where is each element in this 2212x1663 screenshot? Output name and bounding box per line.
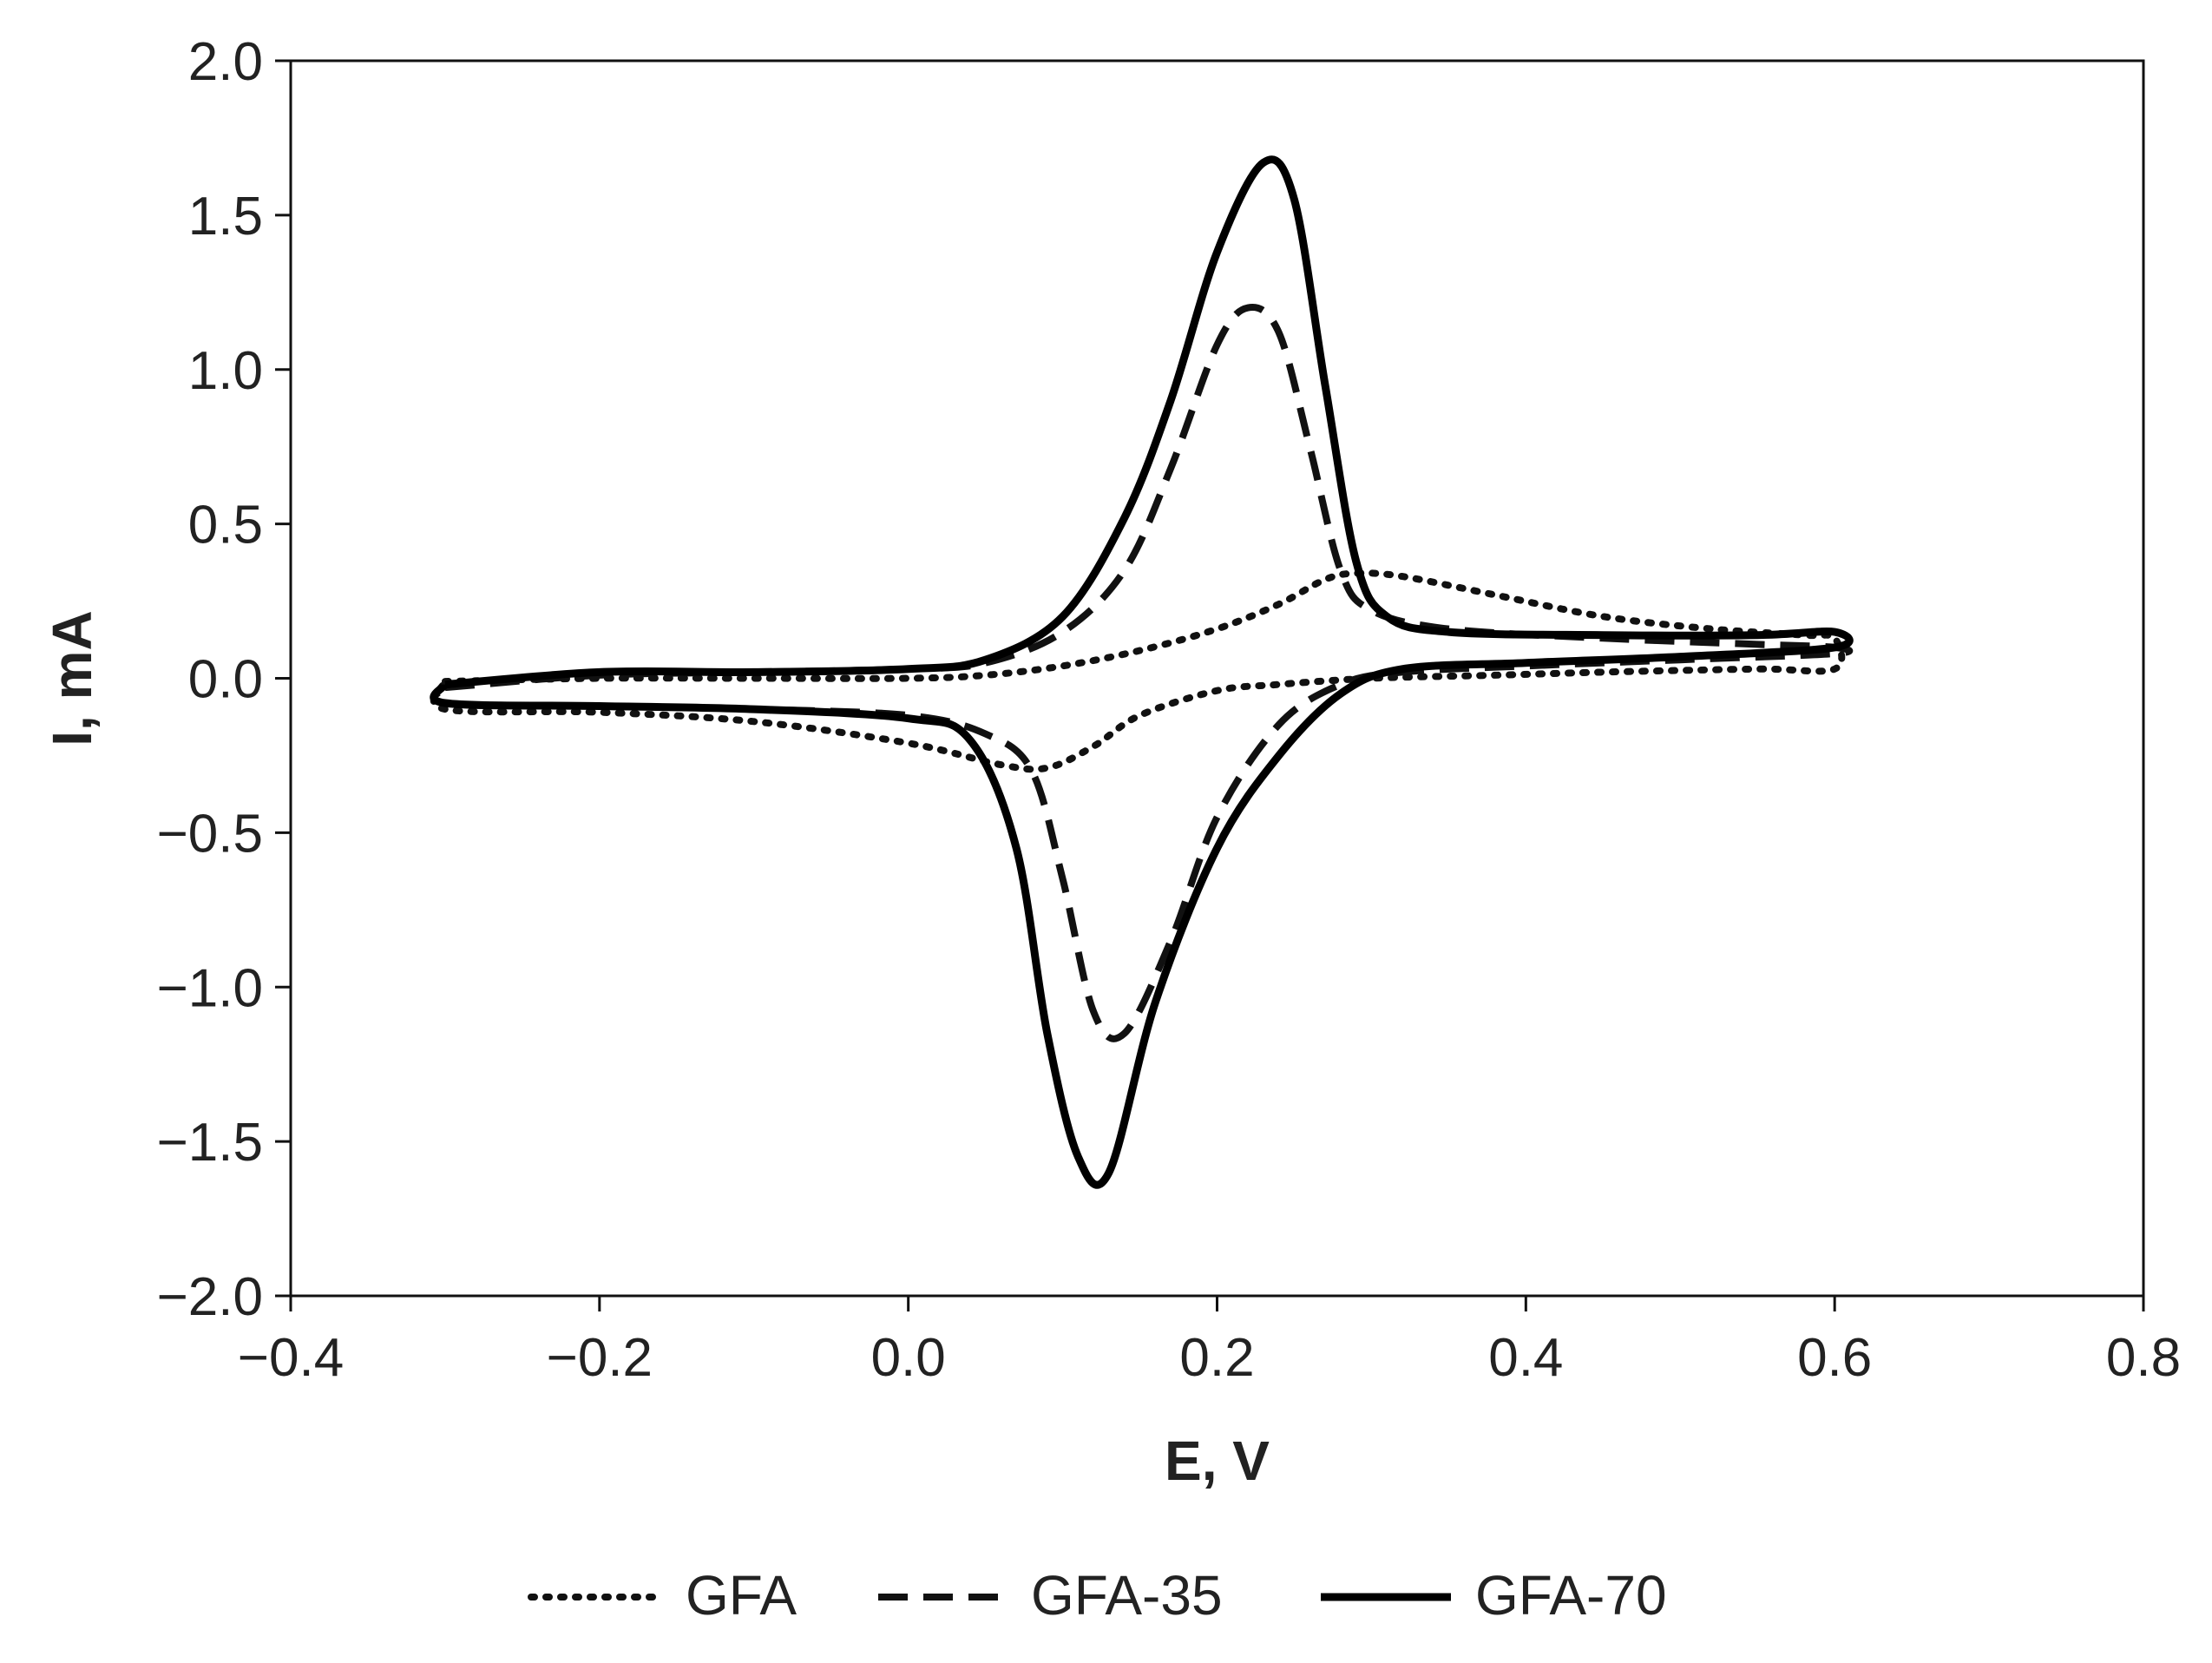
series-line-gfa-35 xyxy=(430,304,1854,1042)
y-axis-title: I, mA xyxy=(41,610,103,746)
y-tick-label: 1.5 xyxy=(188,187,263,246)
legend-label-gfa-70: GFA-70 xyxy=(1475,1564,1667,1627)
y-tick-label: 2.0 xyxy=(188,32,263,92)
y-tick-label: 1.0 xyxy=(188,341,263,401)
series-line-gfa xyxy=(430,569,1846,773)
x-tick-label: −0.2 xyxy=(547,1328,653,1388)
y-tick-label: −1.0 xyxy=(157,958,263,1018)
y-tick-label: −2.0 xyxy=(157,1267,263,1327)
y-tick-label: 0.0 xyxy=(188,650,263,710)
y-tick-label: −1.5 xyxy=(157,1113,263,1173)
y-axis-ticks: 2.0 1.5 1.0 0.5 0.0 −0.5 −1.0 −1.5 −2.0 xyxy=(157,32,291,1327)
x-tick-label: 0.2 xyxy=(1179,1328,1254,1388)
legend: GFA GFA-35 GFA-70 xyxy=(528,1564,1667,1627)
x-tick-label: 0.4 xyxy=(1488,1328,1563,1388)
x-axis-title: E, V xyxy=(1165,1430,1270,1492)
series-line-gfa-70 xyxy=(430,155,1854,1189)
series-layer xyxy=(430,155,1854,1189)
x-tick-label: 0.0 xyxy=(871,1328,946,1388)
x-tick-label: 0.6 xyxy=(1797,1328,1872,1388)
x-tick-label: 0.8 xyxy=(2106,1328,2181,1388)
legend-label-gfa-35: GFA-35 xyxy=(1031,1564,1223,1627)
x-tick-label: −0.4 xyxy=(238,1328,344,1388)
y-tick-label: −0.5 xyxy=(157,804,263,864)
x-axis-ticks: −0.4 −0.2 0.0 0.2 0.4 0.6 0.8 xyxy=(238,1296,2181,1388)
y-tick-label: 0.5 xyxy=(188,496,263,555)
legend-label-gfa: GFA xyxy=(686,1564,797,1627)
